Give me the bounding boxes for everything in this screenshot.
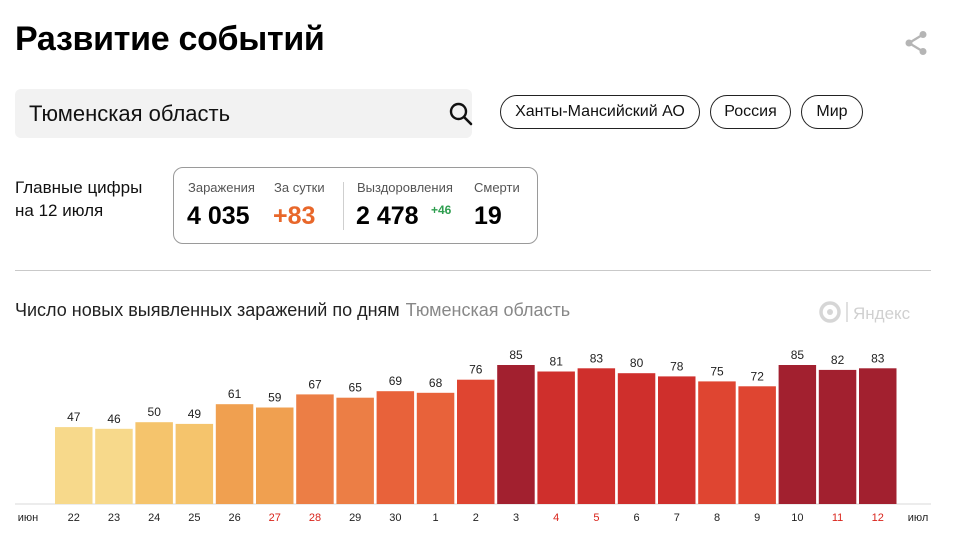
- chart-title: Число новых выявленных заражений по дням…: [15, 300, 570, 321]
- bar-value-label: 78: [670, 359, 684, 373]
- bar-value-label: 81: [550, 355, 564, 369]
- deaths-label: Смерти: [474, 180, 520, 195]
- bar-6[interactable]: [617, 373, 656, 504]
- bar-25[interactable]: [175, 423, 214, 504]
- main-figures-title: Главные цифры: [15, 178, 143, 197]
- chart-title-text: Число новых выявленных заражений по дням: [15, 300, 400, 320]
- x-tick-label: 22: [68, 512, 80, 524]
- bar-11[interactable]: [818, 369, 857, 504]
- x-tick-label: 6: [634, 512, 640, 524]
- bar-value-label: 83: [590, 351, 604, 365]
- chip-world[interactable]: Мир: [801, 95, 863, 129]
- bar-28[interactable]: [296, 394, 334, 504]
- bar-value-label: 68: [429, 376, 443, 390]
- x-tick-label: 25: [188, 512, 200, 524]
- month-end-label: июл: [908, 512, 929, 524]
- bar-26[interactable]: [215, 404, 254, 504]
- x-tick-label: 3: [513, 512, 519, 524]
- per-day-value: +83: [273, 202, 316, 230]
- bar-value-label: 67: [308, 377, 322, 391]
- month-start-label: июн: [18, 512, 38, 524]
- infections-label: Заражения: [188, 180, 255, 195]
- bar-5[interactable]: [577, 368, 616, 504]
- bar-24[interactable]: [135, 422, 173, 504]
- chip-russia[interactable]: Россия: [710, 95, 791, 129]
- bar-value-label: 50: [148, 405, 162, 419]
- bar-12[interactable]: [859, 368, 897, 504]
- bar-value-label: 46: [107, 412, 121, 426]
- x-tick-label: 5: [593, 512, 599, 524]
- main-figures-date: на 12 июля: [15, 201, 104, 220]
- x-tick-label: 24: [148, 512, 160, 524]
- bar-value-label: 85: [791, 348, 805, 362]
- per-day-label: За сутки: [274, 180, 325, 195]
- bar-value-label: 82: [831, 353, 845, 367]
- bar-value-label: 49: [188, 407, 202, 421]
- search-icon[interactable]: [448, 101, 474, 127]
- x-tick-label: 30: [389, 512, 401, 524]
- bar-27[interactable]: [256, 407, 294, 505]
- bar-value-label: 76: [469, 363, 483, 377]
- x-tick-label: 11: [832, 512, 843, 524]
- x-tick-label: 28: [309, 512, 321, 524]
- deaths-value: 19: [474, 202, 502, 230]
- bar-value-label: 65: [349, 381, 363, 395]
- bar-2[interactable]: [457, 379, 495, 504]
- x-tick-label: 23: [108, 512, 120, 524]
- bar-value-label: 75: [710, 364, 724, 378]
- page-title: Развитие событий: [15, 20, 325, 58]
- bar-value-label: 69: [389, 374, 403, 388]
- bar-value-label: 83: [871, 351, 885, 365]
- x-tick-label: 29: [349, 512, 361, 524]
- bar-8[interactable]: [698, 381, 736, 504]
- x-tick-label: 27: [269, 512, 281, 524]
- watermark-text: Яндекс: [853, 304, 911, 323]
- bar-value-label: 59: [268, 391, 282, 405]
- recoveries-label: Выздоровления: [357, 180, 453, 195]
- stats-divider: [343, 182, 344, 230]
- bar-22[interactable]: [55, 427, 93, 504]
- bar-23[interactable]: [95, 428, 133, 504]
- bar-7[interactable]: [658, 376, 696, 504]
- bar-30[interactable]: [376, 391, 415, 504]
- main-figures-box: Заражения 4 035 За сутки +83 Выздоровлен…: [173, 167, 538, 244]
- region-search: [15, 89, 474, 138]
- bar-value-label: 47: [67, 410, 81, 424]
- region-search-input[interactable]: [15, 89, 443, 138]
- x-tick-label: 9: [754, 512, 760, 524]
- yandex-watermark: Яндекс: [819, 301, 911, 323]
- bar-29[interactable]: [336, 397, 374, 504]
- recoveries-delta: +46: [431, 203, 452, 217]
- x-tick-label: 10: [791, 512, 803, 524]
- section-divider: [15, 270, 931, 271]
- recoveries-value: 2 478: [356, 202, 419, 230]
- daily-cases-bar-chart: 4722462350244925612659276728652969306817…: [15, 348, 931, 524]
- bar-value-label: 80: [630, 356, 644, 370]
- share-icon[interactable]: [904, 30, 928, 56]
- main-figures-label: Главные цифры на 12 июля: [15, 176, 142, 222]
- chart-subtitle: Тюменская область: [405, 300, 571, 320]
- x-tick-label: 12: [872, 512, 884, 524]
- bar-1[interactable]: [416, 392, 455, 504]
- infections-value: 4 035: [187, 202, 250, 230]
- x-tick-label: 2: [473, 512, 479, 524]
- bar-value-label: 72: [751, 369, 765, 383]
- bar-3[interactable]: [497, 365, 535, 504]
- bar-value-label: 85: [509, 348, 523, 362]
- bar-9[interactable]: [738, 386, 776, 504]
- chip-khanty-mansiysk[interactable]: Ханты-Мансийский АО: [500, 95, 700, 129]
- x-tick-label: 8: [714, 512, 720, 524]
- x-tick-label: 4: [553, 512, 559, 524]
- bar-10[interactable]: [778, 365, 817, 504]
- x-tick-label: 26: [228, 512, 240, 524]
- bar-value-label: 61: [228, 387, 242, 401]
- x-tick-label: 1: [433, 512, 439, 524]
- x-tick-label: 7: [674, 512, 680, 524]
- bar-4[interactable]: [537, 371, 575, 505]
